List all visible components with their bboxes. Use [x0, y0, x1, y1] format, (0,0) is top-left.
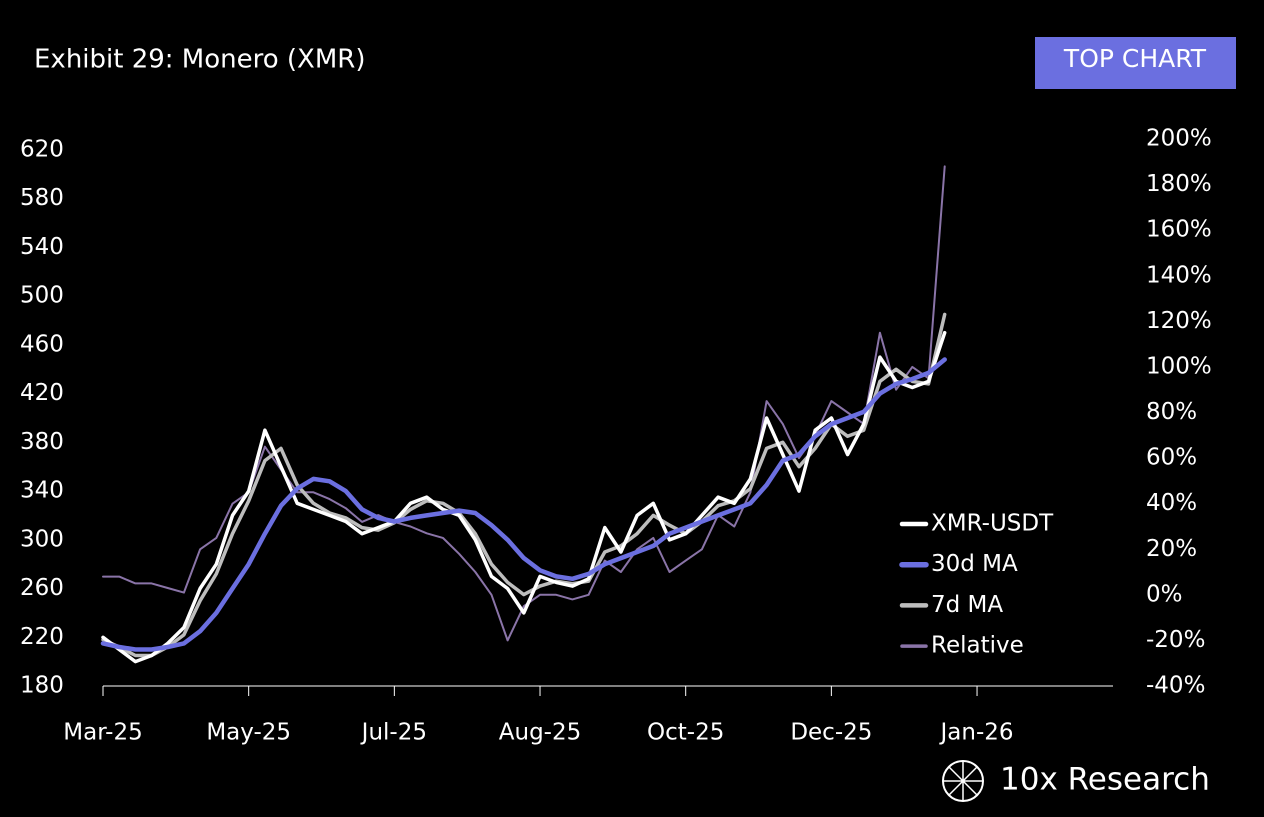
badge-bg	[1035, 37, 1236, 89]
x-tick-label: Jan-26	[939, 720, 1014, 746]
x-tick-label: May-25	[206, 720, 291, 746]
series-line	[101, 312, 947, 658]
logo	[942, 760, 984, 802]
x-tick-label: Aug-25	[499, 720, 581, 746]
y2-tick-label: 160%	[1146, 217, 1212, 243]
y-tick-label: 220	[20, 624, 64, 650]
y2-tick-label: 60%	[1146, 445, 1197, 471]
x-tick-label: Oct-25	[647, 720, 724, 746]
y-tick-label: 340	[20, 478, 64, 504]
y-tick-label: 380	[20, 429, 64, 455]
y2-tick-label: -20%	[1146, 627, 1205, 653]
y2-tick-label: -40%	[1146, 673, 1205, 699]
source: 10x Research	[1000, 762, 1210, 798]
y2-tick-label: 140%	[1146, 262, 1212, 288]
y-tick-label: 580	[20, 185, 64, 211]
y2-tick-label: 200%	[1146, 126, 1212, 152]
series-line	[102, 165, 946, 642]
y-tick-label: 180	[20, 673, 64, 699]
y-tick-label: 540	[20, 234, 64, 260]
x-tick-label: Dec-25	[790, 720, 872, 746]
x-tick-label: Jul-25	[360, 720, 427, 746]
y-tick-label: 260	[20, 575, 64, 601]
y-tick-label: 460	[20, 331, 64, 357]
series-line	[101, 330, 947, 664]
legend-label: XMR-USDT	[931, 511, 1054, 537]
y2-tick-label: 180%	[1146, 171, 1212, 197]
y2-tick-label: 20%	[1146, 536, 1197, 562]
chart-title: Exhibit 29: Monero (XMR)	[34, 45, 366, 75]
legend-label: 30d MA	[931, 551, 1018, 577]
y2-tick-label: 80%	[1146, 399, 1197, 425]
y-tick-label: 620	[20, 136, 64, 162]
badge: TOP CHART	[1063, 44, 1207, 73]
series-line	[100, 357, 947, 652]
y-tick-label: 300	[20, 526, 64, 552]
y2-tick-label: 100%	[1146, 353, 1212, 379]
x-tick-label: Mar-25	[63, 720, 143, 746]
legend-label: Relative	[931, 633, 1024, 659]
y-tick-label: 420	[20, 380, 64, 406]
legend-label: 7d MA	[931, 592, 1003, 618]
y-tick-label: 500	[20, 283, 64, 309]
y2-tick-label: 120%	[1146, 308, 1212, 334]
y2-tick-label: 40%	[1146, 490, 1197, 516]
y2-tick-label: 0%	[1146, 581, 1183, 607]
